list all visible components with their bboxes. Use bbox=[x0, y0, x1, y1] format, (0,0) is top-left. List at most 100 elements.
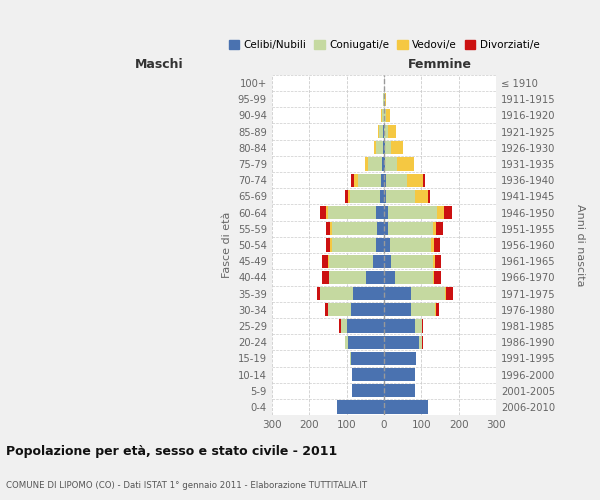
Bar bbox=[376, 206, 384, 219]
Bar bbox=[377, 222, 384, 235]
Bar bbox=[415, 190, 428, 203]
Bar bbox=[445, 206, 452, 219]
Bar bbox=[383, 125, 384, 138]
Bar bbox=[376, 238, 384, 252]
Bar bbox=[344, 336, 346, 349]
Bar bbox=[436, 303, 439, 316]
Bar bbox=[322, 271, 329, 284]
Bar bbox=[353, 287, 384, 300]
Bar bbox=[411, 303, 435, 316]
Bar bbox=[385, 141, 391, 154]
Bar bbox=[384, 352, 416, 365]
Bar bbox=[384, 320, 415, 332]
Bar bbox=[383, 92, 384, 106]
Bar bbox=[350, 190, 380, 203]
Bar bbox=[329, 254, 373, 268]
Text: Maschi: Maschi bbox=[136, 58, 184, 71]
Bar bbox=[422, 320, 423, 332]
Bar bbox=[358, 174, 381, 187]
Bar bbox=[325, 303, 328, 316]
Bar bbox=[384, 254, 391, 268]
Bar bbox=[384, 174, 386, 187]
Bar bbox=[419, 336, 422, 349]
Bar bbox=[391, 254, 433, 268]
Bar bbox=[431, 238, 434, 252]
Bar bbox=[328, 254, 329, 268]
Bar bbox=[384, 158, 385, 170]
Bar bbox=[354, 174, 358, 187]
Bar bbox=[379, 125, 383, 138]
Bar bbox=[349, 336, 384, 349]
Bar bbox=[337, 400, 384, 413]
Bar bbox=[368, 158, 382, 170]
Bar bbox=[320, 206, 326, 219]
Legend: Celibi/Nubili, Coniugati/e, Vedovi/e, Divorziati/e: Celibi/Nubili, Coniugati/e, Vedovi/e, Di… bbox=[224, 36, 544, 54]
Bar bbox=[326, 238, 331, 252]
Bar bbox=[351, 303, 384, 316]
Bar bbox=[384, 400, 428, 413]
Bar bbox=[385, 92, 386, 106]
Bar bbox=[386, 190, 415, 203]
Bar bbox=[386, 108, 390, 122]
Bar bbox=[328, 303, 351, 316]
Bar bbox=[433, 222, 436, 235]
Bar bbox=[347, 320, 384, 332]
Bar bbox=[435, 303, 436, 316]
Bar bbox=[445, 287, 446, 300]
Bar bbox=[384, 271, 395, 284]
Bar bbox=[384, 92, 385, 106]
Bar bbox=[374, 141, 376, 154]
Bar bbox=[389, 238, 431, 252]
Bar bbox=[415, 320, 422, 332]
Bar bbox=[388, 206, 437, 219]
Bar bbox=[422, 336, 423, 349]
Text: COMUNE DI LIPOMO (CO) - Dati ISTAT 1° gennaio 2011 - Elaborazione TUTTITALIA.IT: COMUNE DI LIPOMO (CO) - Dati ISTAT 1° ge… bbox=[6, 481, 367, 490]
Bar bbox=[428, 190, 430, 203]
Bar bbox=[434, 238, 440, 252]
Bar bbox=[395, 271, 433, 284]
Bar bbox=[352, 368, 384, 382]
Bar bbox=[326, 222, 331, 235]
Bar bbox=[384, 287, 411, 300]
Bar bbox=[351, 352, 384, 365]
Bar bbox=[350, 352, 351, 365]
Bar bbox=[433, 254, 435, 268]
Bar bbox=[352, 174, 354, 187]
Bar bbox=[322, 254, 328, 268]
Bar bbox=[366, 271, 384, 284]
Bar bbox=[437, 206, 445, 219]
Bar bbox=[386, 174, 407, 187]
Bar bbox=[384, 141, 385, 154]
Text: Femmine: Femmine bbox=[408, 58, 472, 71]
Bar bbox=[385, 158, 397, 170]
Bar bbox=[344, 190, 347, 203]
Bar bbox=[382, 158, 384, 170]
Bar bbox=[317, 287, 320, 300]
Bar bbox=[384, 238, 389, 252]
Bar bbox=[329, 271, 366, 284]
Bar bbox=[384, 222, 388, 235]
Bar bbox=[365, 158, 368, 170]
Bar bbox=[373, 254, 384, 268]
Bar bbox=[407, 174, 423, 187]
Bar bbox=[435, 254, 441, 268]
Bar bbox=[385, 108, 386, 122]
Bar bbox=[331, 238, 332, 252]
Bar bbox=[341, 320, 347, 332]
Bar bbox=[388, 125, 396, 138]
Bar bbox=[384, 190, 386, 203]
Bar bbox=[340, 320, 341, 332]
Bar bbox=[346, 336, 349, 349]
Bar bbox=[381, 174, 384, 187]
Bar bbox=[434, 271, 441, 284]
Bar bbox=[384, 303, 411, 316]
Bar bbox=[332, 238, 376, 252]
Bar bbox=[385, 125, 388, 138]
Bar bbox=[381, 108, 382, 122]
Bar bbox=[376, 141, 383, 154]
Bar bbox=[332, 222, 377, 235]
Bar bbox=[384, 384, 415, 398]
Bar bbox=[397, 158, 414, 170]
Bar bbox=[384, 206, 388, 219]
Bar bbox=[391, 141, 403, 154]
